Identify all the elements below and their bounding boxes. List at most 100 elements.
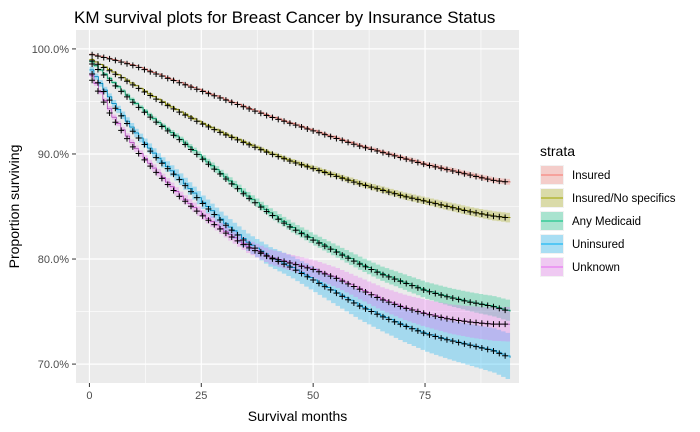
censor-mark	[490, 213, 497, 220]
censor-mark	[467, 319, 474, 326]
censor-mark	[147, 148, 154, 155]
censor-mark	[147, 163, 154, 170]
censor-mark	[409, 282, 416, 289]
censor-mark	[240, 241, 247, 248]
censor-mark	[246, 141, 253, 148]
censor-mark	[321, 169, 328, 176]
censor-mark	[473, 173, 480, 180]
censor-mark	[222, 97, 229, 104]
censor-mark	[350, 258, 357, 265]
censor-mark	[397, 278, 404, 285]
censor-mark	[176, 136, 183, 143]
confidence-band-4	[89, 72, 511, 342]
censor-mark	[222, 230, 229, 237]
censor-mark	[228, 180, 235, 187]
censor-mark	[269, 114, 276, 121]
censor-mark	[205, 161, 212, 168]
censor-mark	[449, 295, 456, 302]
censor-mark	[432, 163, 439, 170]
censor-mark	[420, 330, 427, 337]
censor-mark	[438, 314, 445, 321]
censor-mark	[350, 299, 357, 306]
censor-mark	[269, 151, 276, 158]
censor-mark	[251, 247, 258, 254]
censor-mark	[374, 294, 381, 301]
censor-mark	[484, 176, 491, 183]
censor-mark	[193, 86, 200, 93]
censor-mark	[473, 343, 480, 350]
censor-mark	[467, 172, 474, 179]
censor-mark	[170, 77, 177, 84]
confidence-bands	[89, 53, 511, 382]
censor-mark	[147, 114, 154, 121]
x-tick-label: 75	[419, 390, 431, 402]
censor-mark	[356, 180, 363, 187]
censor-mark	[403, 305, 410, 312]
censor-mark	[321, 270, 328, 277]
censor-mark	[217, 216, 224, 223]
censor-mark	[304, 125, 311, 132]
censor-mark	[199, 156, 206, 163]
censor-mark	[461, 170, 468, 177]
censor-mark	[391, 276, 398, 283]
censor-mark	[327, 246, 334, 253]
legend-title: strata	[540, 143, 575, 159]
censor-mark	[420, 310, 427, 317]
censor-mark	[141, 66, 148, 73]
censor-mark	[281, 258, 288, 265]
censor-mark	[368, 146, 375, 153]
censor-mark	[106, 77, 113, 84]
censor-mark	[100, 54, 107, 61]
censor-mark	[286, 223, 293, 230]
censor-mark	[455, 169, 462, 176]
censor-mark	[153, 70, 160, 77]
censor-mark	[251, 144, 258, 151]
censor-mark	[310, 266, 317, 273]
censor-mark	[345, 296, 352, 303]
censor-mark	[397, 192, 404, 199]
censor-mark	[263, 208, 270, 215]
censor-mark	[124, 93, 131, 100]
censor-mark	[100, 88, 107, 95]
censor-mark	[484, 302, 491, 309]
censor-mark	[158, 99, 165, 106]
y-axis: 70.0% 80.0% 90.0% 100.0%	[32, 44, 76, 371]
censor-mark	[112, 57, 119, 64]
censor-marks-1	[89, 57, 509, 221]
censor-mark	[473, 300, 480, 307]
censor-mark	[106, 67, 113, 74]
confidence-band-3	[89, 66, 511, 382]
censor-mark	[176, 176, 183, 183]
censor-mark	[397, 303, 404, 310]
censor-mark	[414, 308, 421, 315]
censor-mark	[385, 273, 392, 280]
censor-mark	[473, 319, 480, 326]
censor-mark	[432, 313, 439, 320]
censor-mark	[263, 253, 270, 260]
censor-mark	[321, 243, 328, 250]
censor-mark	[478, 174, 485, 181]
censor-mark	[327, 286, 334, 293]
censor-mark	[176, 193, 183, 200]
censor-mark	[188, 84, 195, 91]
censor-mark	[478, 211, 485, 218]
censor-mark	[275, 216, 282, 223]
x-axis: 0 25 50 75	[86, 383, 431, 402]
censor-mark	[182, 112, 189, 119]
censor-mark	[298, 124, 305, 131]
censor-mark	[478, 320, 485, 327]
censor-mark	[281, 155, 288, 162]
censor-mark	[135, 64, 142, 71]
censor-mark	[420, 197, 427, 204]
censor-mark	[426, 311, 433, 318]
censor-mark	[345, 280, 352, 287]
censor-mark	[182, 81, 189, 88]
censor-mark	[432, 290, 439, 297]
censor-mark	[502, 178, 509, 185]
censor-mark	[217, 94, 224, 101]
censor-mark	[112, 119, 119, 126]
censor-mark	[356, 286, 363, 293]
censor-mark	[432, 333, 439, 340]
censor-mark	[135, 104, 142, 111]
censor-marks-0	[89, 51, 509, 185]
